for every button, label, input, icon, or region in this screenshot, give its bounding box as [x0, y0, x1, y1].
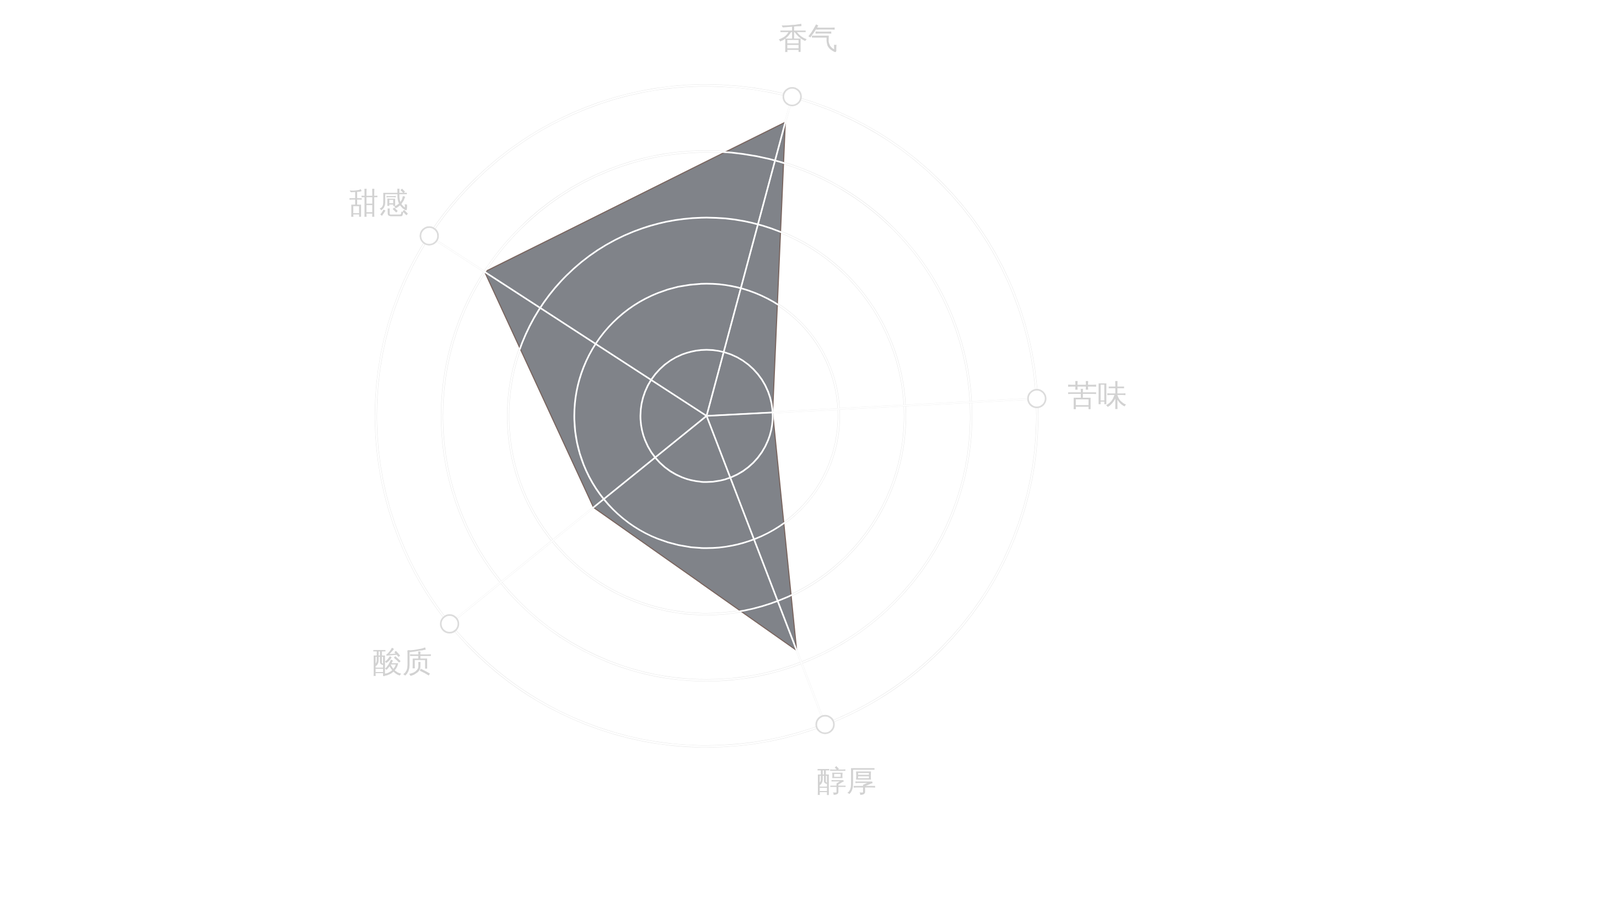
- spoke-over: [449, 416, 707, 625]
- grid-ring: [375, 85, 1038, 747]
- radar: [375, 85, 1046, 747]
- axis-end: [783, 87, 801, 106]
- axis-label: 苦味: [1067, 378, 1128, 413]
- grid-ring: [375, 85, 1038, 747]
- grid-under: [375, 85, 1038, 747]
- spokes: [420, 87, 1046, 734]
- spoke: [449, 416, 707, 625]
- spoke-over: [706, 96, 793, 417]
- range-edge: [375, 85, 1038, 747]
- axis-label: 酸质: [372, 644, 433, 680]
- spoke: [706, 399, 1037, 417]
- axis-label: 醇厚: [816, 763, 877, 799]
- grid-over: [375, 85, 1038, 747]
- axis-end: [816, 715, 834, 734]
- spoke: [706, 416, 826, 725]
- axis-label: 甜感: [348, 185, 409, 221]
- spoke-over: [706, 399, 1037, 417]
- chart: 香气苦味醇厚 酸质 甜感: [0, 0, 1600, 899]
- plot-area: [484, 122, 797, 651]
- radar-area: [484, 122, 797, 651]
- spoke: [429, 235, 707, 417]
- axis-end: [440, 615, 459, 634]
- spoke-over: [706, 416, 826, 725]
- axis-end: [1027, 390, 1046, 408]
- axis-end: [420, 227, 439, 245]
- spoke-over: [429, 235, 707, 417]
- axis-labels: 香气苦味醇厚 酸质 甜感: [348, 20, 1128, 800]
- spoke: [706, 96, 793, 417]
- axis-label: 香气: [778, 20, 838, 56]
